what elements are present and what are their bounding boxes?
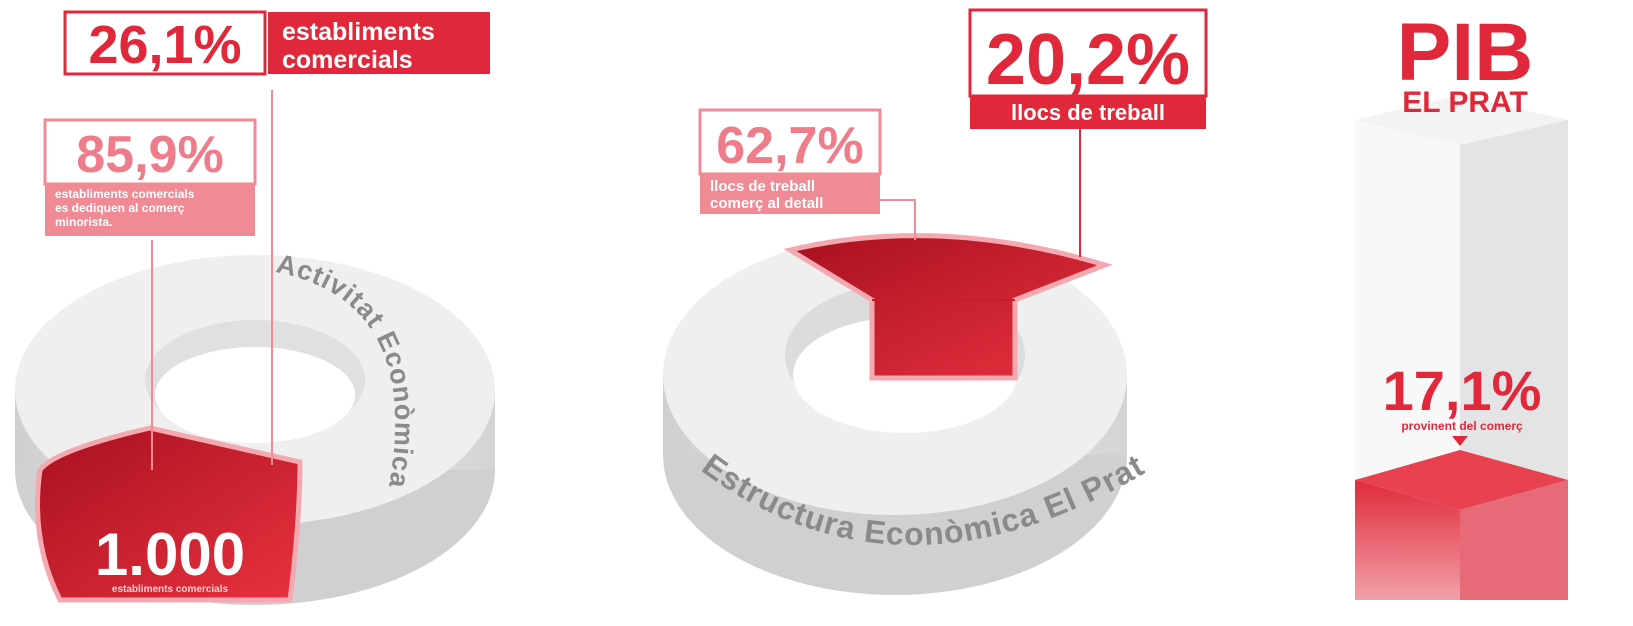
pib-label: provinent del comerç [1401,419,1523,433]
detail-label: es dediquen al comerç [55,201,185,215]
label-box [268,12,490,74]
pib-value: 17,1% [1383,359,1542,422]
value-box [63,10,267,76]
label-box [970,96,1206,129]
count: 1.000 [95,521,245,588]
value-box [698,108,882,176]
value-box [968,8,1208,98]
pib-column [1355,95,1568,600]
detail-label: minorista. [55,215,112,229]
big-label: comercials [282,46,413,74]
detail-label: establiments comercials [55,187,195,201]
count-label: establiments comercials [112,584,229,595]
detail-value: 62,7% [716,117,863,175]
detail-label: llocs de treball [710,178,815,195]
middle-ring [663,128,1127,595]
big-label: establiments [282,18,435,46]
label-box [45,184,255,236]
left-ring [15,90,495,605]
detail-value: 85,9% [76,126,223,184]
label-box [700,174,880,214]
big-value: 26,1% [88,15,241,75]
detail-label: comerç al detall [710,195,823,212]
pib-subtitle: EL PRAT [1402,86,1528,119]
pib-title: PIB [1397,7,1534,98]
big-label: llocs de treball [1011,100,1165,125]
big-value: 20,2% [986,20,1190,100]
